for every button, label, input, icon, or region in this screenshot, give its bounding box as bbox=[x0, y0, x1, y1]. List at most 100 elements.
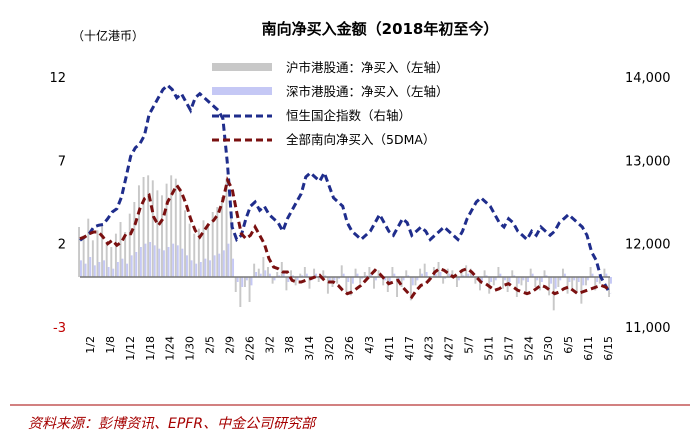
bar-sh bbox=[598, 277, 601, 284]
bar-sh bbox=[460, 272, 463, 277]
bar-sz bbox=[268, 273, 271, 277]
x-tick-label: 5/11 bbox=[483, 336, 496, 361]
bar-sz bbox=[568, 277, 571, 282]
bar-sh bbox=[405, 270, 408, 277]
x-tick-label: 6/11 bbox=[582, 336, 595, 361]
x-axis: 1/2 1/8 1/12 1/18 1/24 1/30 2/5 2/9 2/26 3/2 3/8 3/… bbox=[84, 336, 615, 361]
bar-sz bbox=[388, 277, 391, 282]
bar-sz bbox=[80, 260, 82, 277]
bar-sz bbox=[457, 277, 460, 281]
bar-sz bbox=[517, 277, 520, 284]
bar-sh bbox=[354, 268, 357, 277]
bar-sz bbox=[411, 277, 414, 286]
bar-sz bbox=[130, 255, 133, 277]
bar-sh bbox=[455, 277, 458, 287]
chart-title: 南向净买入金额（2018年初至今） bbox=[262, 20, 499, 38]
x-tick-label: 4/23 bbox=[423, 336, 436, 361]
bar-sh bbox=[382, 277, 385, 286]
x-tick-label: 5/30 bbox=[542, 336, 555, 361]
bar-sz bbox=[186, 255, 188, 277]
x-tick-label: 4/11 bbox=[383, 336, 396, 361]
bar-sz bbox=[522, 277, 525, 281]
bar-sh bbox=[423, 263, 426, 277]
legend: 沪市港股通：净买入（左轴） 深市港股通：净买入（左轴） 恒生国企指数（右轴） 全… bbox=[212, 60, 449, 147]
bar-sz bbox=[264, 270, 267, 277]
x-tick-label: 3/14 bbox=[303, 336, 316, 361]
bar-sz bbox=[107, 267, 110, 277]
bar-sh bbox=[133, 202, 136, 277]
bar-sh bbox=[207, 227, 210, 277]
bar-sz bbox=[121, 258, 124, 277]
x-tick-label: 4/3 bbox=[363, 336, 376, 354]
bar-sh bbox=[119, 222, 122, 277]
bar-sh bbox=[267, 267, 269, 277]
bar-sh bbox=[575, 277, 578, 292]
bar-sz bbox=[167, 247, 170, 277]
bar-sh bbox=[124, 232, 127, 277]
x-tick-label: 2/9 bbox=[224, 336, 237, 354]
bar-sh bbox=[377, 270, 380, 277]
bar-sz bbox=[209, 260, 211, 277]
bar-sz bbox=[610, 277, 612, 284]
x-tick-label: 3/8 bbox=[283, 336, 296, 354]
bar-sh bbox=[548, 277, 551, 296]
bar-sz bbox=[384, 277, 387, 281]
bar-sh bbox=[603, 268, 606, 277]
bar-sh bbox=[543, 270, 546, 277]
right-tick-label: 11,000 bbox=[625, 321, 671, 336]
bar-sz bbox=[305, 273, 308, 277]
bar-sz bbox=[93, 265, 96, 277]
bar-sh bbox=[515, 277, 518, 297]
bar-sh bbox=[193, 233, 196, 277]
bar-sh bbox=[520, 277, 523, 286]
bar-sh bbox=[87, 218, 90, 277]
bar-sh bbox=[225, 178, 228, 277]
bar-sz bbox=[342, 273, 345, 277]
bar-sz bbox=[245, 277, 248, 281]
bar-sh bbox=[409, 277, 412, 301]
bar-sz bbox=[476, 277, 479, 279]
legend-label-sz: 深市港股通：净买入（左轴） bbox=[286, 84, 449, 99]
legend-swatch-sh bbox=[212, 63, 272, 71]
bar-sz bbox=[499, 273, 502, 277]
bar-sh bbox=[128, 213, 131, 277]
bar-sz bbox=[573, 277, 576, 281]
bar-sz bbox=[439, 272, 442, 277]
bar-sh bbox=[161, 195, 163, 277]
source-note: 资料来源：彭博资讯、EPFR、中金公司研究部 bbox=[28, 416, 317, 432]
bar-sh bbox=[151, 180, 154, 277]
bar-sh bbox=[446, 268, 449, 277]
bar-sh bbox=[78, 227, 80, 277]
legend-swatch-sz bbox=[212, 87, 272, 95]
bar-sz bbox=[190, 260, 193, 277]
bar-sh bbox=[391, 267, 394, 277]
bar-sh bbox=[234, 277, 237, 292]
bar-sz bbox=[430, 277, 433, 279]
bar-sh bbox=[308, 277, 311, 289]
bar-sz bbox=[199, 262, 202, 277]
bar-sh bbox=[442, 277, 445, 284]
bar-sh bbox=[580, 277, 583, 304]
bar-sz bbox=[84, 263, 87, 277]
bar-sh bbox=[336, 277, 339, 284]
x-tick-label: 5/17 bbox=[502, 336, 515, 361]
bar-sh bbox=[502, 277, 504, 289]
left-tick-label: 12 bbox=[49, 71, 66, 86]
bar-sz bbox=[324, 275, 327, 277]
bar-sh bbox=[110, 247, 113, 277]
bar-sz bbox=[490, 277, 493, 282]
bar-sz bbox=[287, 277, 290, 282]
bar-sh bbox=[608, 277, 610, 297]
bar-sz bbox=[448, 273, 451, 277]
bar-sh bbox=[511, 270, 514, 277]
bar-sz bbox=[176, 245, 179, 277]
bar-sh bbox=[276, 272, 279, 277]
bar-sz bbox=[545, 275, 548, 277]
bar-sh bbox=[91, 240, 94, 277]
x-tick-label: 1/12 bbox=[124, 336, 137, 361]
x-tick-label: 4/27 bbox=[443, 336, 456, 361]
bar-sz bbox=[181, 248, 184, 277]
bar-sz bbox=[301, 275, 304, 277]
left-axis: -3 2 7 12 bbox=[49, 71, 66, 336]
right-tick-label: 14,000 bbox=[625, 71, 671, 86]
